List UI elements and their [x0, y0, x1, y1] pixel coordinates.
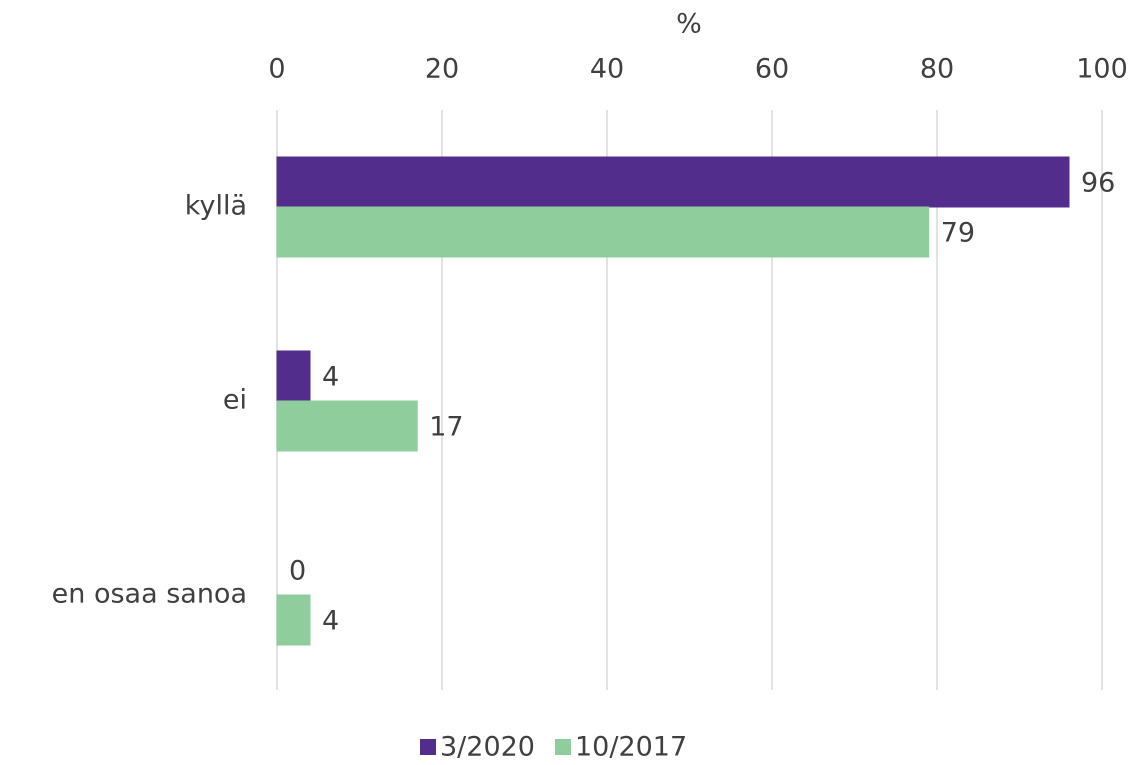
legend-label: 10/2017 [575, 732, 687, 763]
y-tick-label: kyllä [185, 191, 247, 222]
data-label: 4 [322, 606, 339, 637]
bar [276, 350, 311, 402]
x-tick-label: 60 [755, 54, 789, 85]
bar [276, 156, 1070, 208]
data-label: 4 [322, 362, 339, 393]
legend-label: 3/2020 [440, 732, 535, 763]
legend-marker [555, 739, 571, 755]
bar [276, 594, 311, 646]
axis-label: % [676, 9, 702, 40]
data-label: 0 [289, 556, 306, 587]
y-tick-label: en osaa sanoa [52, 579, 247, 610]
legend-marker [420, 739, 436, 755]
x-tick-label: 0 [268, 54, 285, 85]
y-tick-label: ei [223, 385, 247, 416]
bar [276, 206, 930, 258]
data-label: 96 [1081, 168, 1115, 199]
x-tick-label: 100 [1076, 54, 1128, 85]
x-tick-label: 40 [590, 54, 624, 85]
x-tick-label: 20 [425, 54, 459, 85]
data-label: 17 [429, 412, 463, 443]
x-tick-label: 80 [920, 54, 954, 85]
data-label: 79 [941, 218, 975, 249]
bar [276, 400, 418, 452]
